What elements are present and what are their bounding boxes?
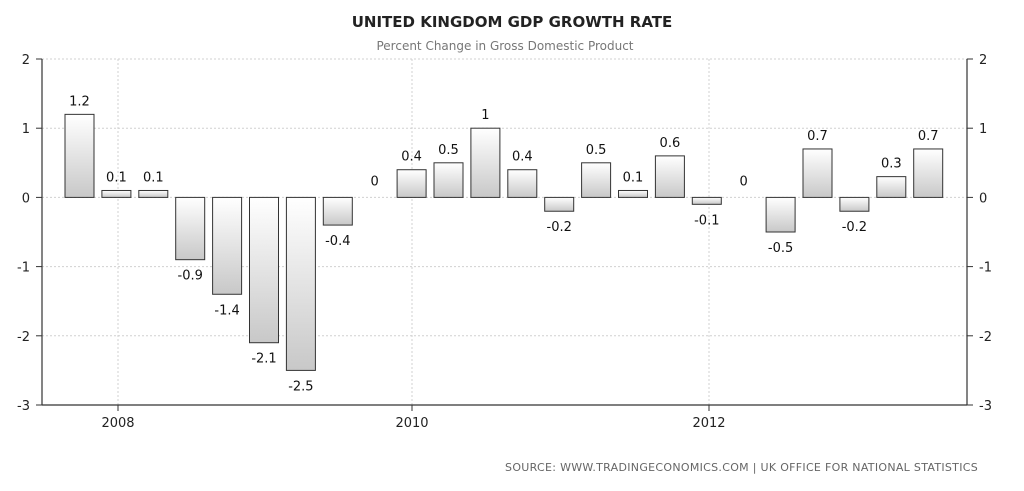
bar-value-label: -0.5 <box>768 241 793 256</box>
bar <box>175 196 206 261</box>
bar-value-label: 1 <box>481 108 489 123</box>
bar <box>544 196 575 212</box>
bar-value-label: 0.6 <box>660 136 681 151</box>
bar-value-label: -0.4 <box>325 234 350 249</box>
y-tick-label-left: -3 <box>17 399 30 414</box>
bars <box>64 113 944 371</box>
bar <box>249 196 279 344</box>
bar <box>396 169 427 198</box>
y-tick-label-left: 1 <box>22 122 30 137</box>
x-tick-label: 2012 <box>692 416 725 431</box>
bar-value-label: -1.4 <box>214 303 239 318</box>
bar <box>839 196 870 212</box>
bar <box>433 162 464 198</box>
data-labels: 1.2 0.1 0.1 -0.9 -1.4 -2.1 -2.5 -0.4 0 0.4 0.5 1 0.4… <box>69 94 938 394</box>
bar <box>765 196 796 233</box>
source-note: SOURCE: WWW.TRADINGECONOMICS.COM | UK OF… <box>505 461 978 474</box>
y-tick-label-left: -2 <box>17 330 30 345</box>
y-tick-label-right: -3 <box>979 399 992 414</box>
x-tick-label: 2008 <box>101 416 134 431</box>
bar-value-label: 1.2 <box>69 94 90 109</box>
y-tick-label-right: -1 <box>979 261 992 276</box>
bar <box>618 189 648 198</box>
bar-value-label: -0.1 <box>694 213 719 228</box>
bar <box>802 148 833 198</box>
chart-subtitle: Percent Change in Gross Domestic Product <box>376 39 633 53</box>
bar-value-label: 0.7 <box>807 129 828 144</box>
bar <box>101 189 132 198</box>
bar-value-label: 0 <box>740 174 748 189</box>
chart-title: UNITED KINGDOM GDP GROWTH RATE <box>352 13 673 31</box>
grid <box>42 58 967 405</box>
bar-value-label: 0.3 <box>881 157 902 172</box>
bar <box>507 169 538 198</box>
y-tick-label-right: 0 <box>979 191 987 206</box>
bar <box>470 127 501 198</box>
y-tick-label-left: 2 <box>22 53 30 68</box>
bar-value-label: 0.5 <box>438 143 459 158</box>
y-tick-label-right: -2 <box>979 330 992 345</box>
bar-value-label: 0.1 <box>623 170 644 185</box>
bar <box>691 196 722 205</box>
y-tick-label-right: 1 <box>979 122 987 137</box>
bar <box>654 155 685 198</box>
bar <box>581 162 612 198</box>
bar-value-label: 0.1 <box>143 170 164 185</box>
bar <box>876 176 907 198</box>
bar-value-label: -2.1 <box>251 352 276 367</box>
bar-value-label: -2.5 <box>288 379 313 394</box>
bar-value-label: 0.1 <box>106 170 127 185</box>
bar-value-label: -0.2 <box>547 220 572 235</box>
y-tick-label-right: 2 <box>979 53 987 68</box>
bar-value-label: -0.9 <box>178 269 203 284</box>
bar <box>138 189 169 198</box>
bar <box>212 196 243 295</box>
bar-value-label: 0 <box>371 174 379 189</box>
bar-value-label: 0.5 <box>586 143 607 158</box>
bar <box>285 196 316 371</box>
bar-value-label: 0.4 <box>512 150 533 165</box>
y-tick-label-left: -1 <box>17 261 30 276</box>
x-tick-label: 2010 <box>395 416 428 431</box>
bar <box>322 196 353 226</box>
bar <box>64 113 95 198</box>
axes: 2 2 1 1 0 0 -1 -1 -2 -2 -3 -3 2008 2010 2012 <box>17 53 992 431</box>
bar <box>913 148 944 198</box>
bar-value-label: -0.2 <box>842 220 867 235</box>
y-tick-label-left: 0 <box>22 191 30 206</box>
bar-value-label: 0.4 <box>401 150 422 165</box>
bar-value-label: 0.7 <box>918 129 939 144</box>
